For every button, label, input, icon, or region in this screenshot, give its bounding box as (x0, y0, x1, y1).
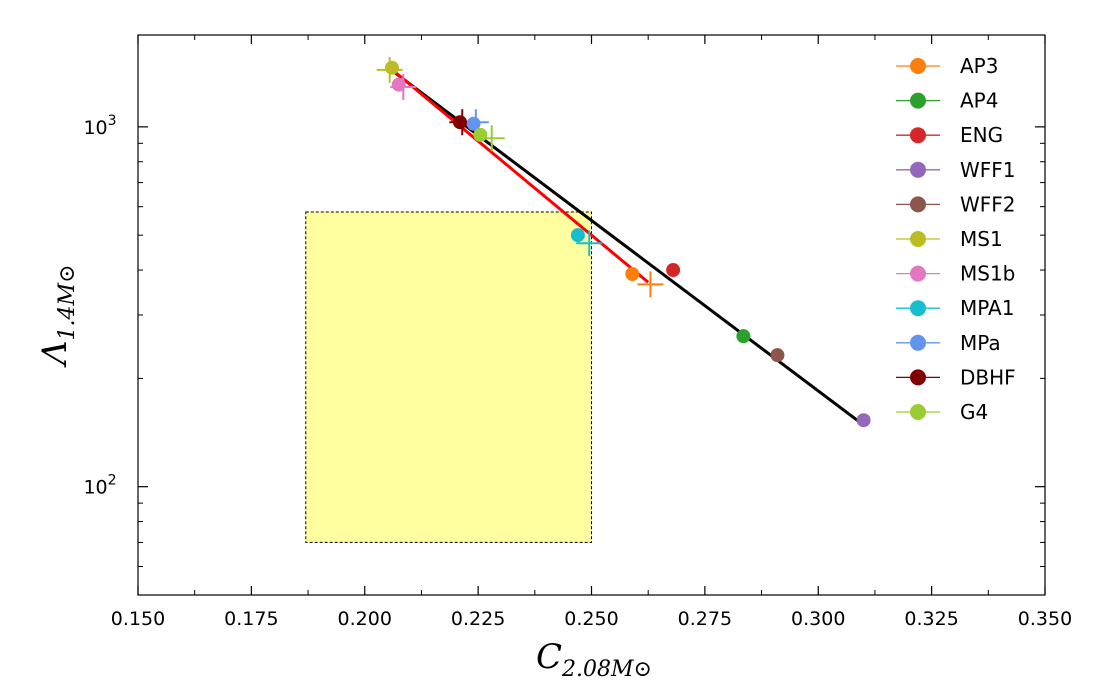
legend-entry-ms1: MS1 (896, 227, 1003, 251)
x-axis-label-sun-symbol: ⊙ (634, 657, 652, 682)
y-axis-label-sun-symbol: ⊙ (55, 264, 80, 282)
legend-marker (910, 369, 926, 386)
x-axis-label-main: C (536, 637, 562, 677)
data-point-ap3 (625, 267, 640, 282)
fit-line-red (388, 66, 650, 284)
legend-entry-ap3: AP3 (896, 54, 998, 78)
y-tick-label-exponent: 2 (108, 473, 117, 489)
x-tick-label: 0.175 (224, 608, 278, 630)
legend-label: ENG (960, 123, 1003, 147)
y-axis-label-main: Λ (35, 340, 75, 368)
x-tick-label: 0.225 (451, 608, 505, 630)
legend-entry-g4: G4 (896, 400, 988, 424)
legend-label: WFF1 (960, 158, 1016, 182)
legend-marker (910, 300, 926, 317)
data-point-ap4 (736, 329, 751, 344)
data-point-dbhf (452, 115, 467, 130)
data-points-layer (384, 60, 871, 428)
shaded-region (305, 211, 592, 543)
y-tick-label: 102 (83, 473, 116, 499)
shaded-region-layer (305, 211, 592, 543)
legend-entry-eng: ENG (896, 123, 1003, 147)
legend-marker (910, 404, 926, 420)
cross-marker-mpa1 (576, 230, 603, 257)
legend-entry-ms1b: MS1b (896, 262, 1015, 286)
x-tick-label: 0.200 (338, 608, 392, 630)
legend-marker (910, 92, 926, 109)
data-point-ms1 (384, 60, 399, 75)
legend-label: G4 (960, 400, 988, 424)
legend-entry-wff2: WFF2 (896, 192, 1016, 216)
legend-label: MPA1 (960, 296, 1014, 320)
y-tick-label: 103 (83, 113, 116, 139)
legend-marker (910, 161, 926, 178)
x-tick-label: 0.300 (791, 608, 845, 630)
legend: AP3 AP4 ENG WFF1 WFF2 MS1 MS1b MPA1 MPa DBHF G4 (896, 54, 1016, 424)
legend-label: AP3 (960, 54, 998, 78)
legend-label: MS1 (960, 227, 1003, 251)
y-tick-label-base: 10 (83, 117, 107, 139)
legend-marker (910, 58, 926, 74)
data-point-mpa1 (570, 228, 585, 243)
x-tick-label: 0.150 (111, 608, 165, 630)
data-point-eng (666, 263, 681, 278)
y-axis-label-subscript: 1.4M (55, 282, 80, 340)
axes-layer: 0.150 0.175 0.200 0.225 0.250 0.275 0.300 0.325… (83, 34, 1072, 630)
y-tick-label-exponent: 3 (108, 113, 117, 129)
legend-marker (910, 127, 926, 144)
legend-label: AP4 (960, 89, 998, 113)
x-axis-label-subscript: 2.08M (561, 657, 634, 682)
data-point-mpa (466, 116, 481, 131)
legend-label: MS1b (960, 262, 1015, 286)
x-axis-label: C2.08M⊙ (536, 637, 652, 682)
legend-entry-mpa1: MPA1 (896, 296, 1014, 320)
y-axis-label: Λ1.4M⊙ (35, 264, 80, 368)
legend-entry-dbhf: DBHF (896, 365, 1016, 389)
legend-label: DBHF (960, 365, 1016, 389)
cross-marker-ap3 (637, 271, 664, 298)
legend-marker (910, 265, 926, 282)
x-tick-label: 0.325 (904, 608, 958, 630)
legend-entry-wff1: WFF1 (896, 158, 1016, 182)
legend-marker (910, 231, 926, 247)
y-tick-label-base: 10 (83, 477, 107, 499)
legend-label: MPa (960, 331, 1001, 355)
legend-entry-ap4: AP4 (896, 89, 998, 113)
x-tick-label: 0.275 (678, 608, 732, 630)
x-tick-label: 0.350 (1018, 608, 1072, 630)
data-point-ms1b (391, 77, 406, 92)
legend-entry-mpa: MPa (896, 331, 1001, 355)
x-tick-label: 0.250 (564, 608, 618, 630)
data-point-g4 (473, 127, 488, 142)
legend-label: WFF2 (960, 192, 1016, 216)
data-point-wff1 (856, 413, 871, 428)
data-point-wff2 (770, 348, 785, 363)
legend-marker (910, 196, 926, 213)
y-axis-label-group: Λ1.4M⊙ (35, 264, 80, 368)
legend-marker (910, 334, 926, 351)
